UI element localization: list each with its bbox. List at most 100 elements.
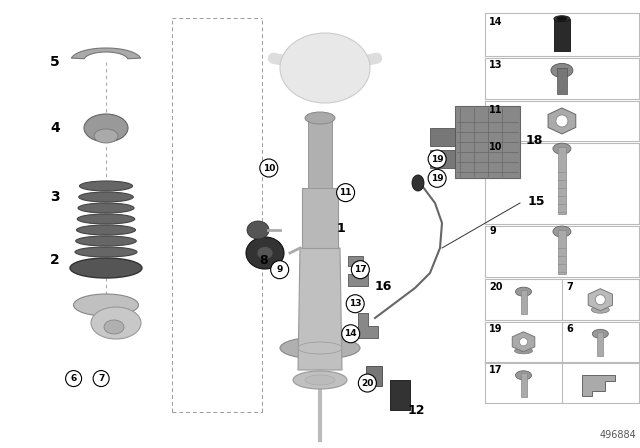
Bar [558, 229, 566, 274]
Ellipse shape [280, 33, 370, 103]
Circle shape [428, 169, 446, 187]
Bar [430, 128, 455, 146]
Circle shape [66, 370, 82, 387]
Bar [455, 106, 520, 178]
Ellipse shape [412, 175, 424, 191]
Text: 13: 13 [489, 60, 502, 70]
Ellipse shape [104, 320, 124, 334]
Text: 2: 2 [50, 253, 60, 267]
Text: 14: 14 [344, 329, 357, 338]
Ellipse shape [298, 342, 342, 354]
Bar [558, 146, 566, 214]
Ellipse shape [305, 112, 335, 124]
Polygon shape [588, 289, 612, 311]
Ellipse shape [94, 129, 118, 143]
Text: 11: 11 [339, 188, 352, 197]
Polygon shape [72, 48, 141, 59]
Bar [597, 332, 604, 356]
Ellipse shape [591, 306, 609, 313]
Text: 19: 19 [431, 174, 444, 183]
Ellipse shape [79, 192, 133, 202]
Text: 7: 7 [98, 374, 104, 383]
Text: 16: 16 [375, 280, 392, 293]
Ellipse shape [557, 17, 567, 21]
Ellipse shape [516, 371, 531, 380]
Ellipse shape [257, 246, 273, 259]
Ellipse shape [293, 371, 347, 389]
Ellipse shape [75, 247, 137, 257]
Polygon shape [512, 332, 535, 352]
Ellipse shape [77, 225, 136, 235]
Circle shape [595, 295, 605, 305]
Text: 17: 17 [489, 365, 502, 375]
Circle shape [520, 338, 527, 346]
Text: 13: 13 [349, 299, 362, 308]
Ellipse shape [78, 203, 134, 213]
Text: 3: 3 [50, 190, 60, 204]
Text: 8: 8 [259, 254, 268, 267]
Circle shape [351, 261, 369, 279]
Circle shape [358, 374, 376, 392]
Ellipse shape [84, 114, 128, 142]
Text: 4: 4 [50, 121, 60, 135]
Ellipse shape [516, 287, 531, 296]
Ellipse shape [246, 237, 284, 269]
Text: 20: 20 [489, 282, 502, 292]
Bar [390, 380, 410, 410]
Ellipse shape [74, 294, 138, 316]
Circle shape [93, 370, 109, 387]
Text: 6: 6 [70, 374, 77, 383]
Circle shape [342, 325, 360, 343]
Ellipse shape [280, 337, 360, 359]
Bar [520, 290, 527, 314]
Circle shape [337, 184, 355, 202]
Ellipse shape [553, 143, 571, 154]
Text: 11: 11 [489, 105, 502, 115]
Text: 19: 19 [431, 155, 444, 164]
Text: 18: 18 [526, 134, 543, 146]
Bar [302, 188, 338, 248]
Ellipse shape [554, 16, 570, 22]
Text: 12: 12 [408, 404, 426, 417]
Circle shape [346, 295, 364, 313]
Text: 10: 10 [262, 164, 275, 172]
Ellipse shape [77, 214, 135, 224]
Text: 9: 9 [489, 225, 496, 236]
Circle shape [271, 261, 289, 279]
Bar [557, 69, 567, 95]
Ellipse shape [91, 307, 141, 339]
Text: 17: 17 [354, 265, 367, 274]
Ellipse shape [553, 226, 571, 237]
Text: 496884: 496884 [599, 430, 636, 440]
Bar [348, 274, 368, 286]
Ellipse shape [76, 236, 136, 246]
Text: 20: 20 [361, 379, 374, 388]
Bar [430, 150, 455, 168]
Text: 14: 14 [489, 17, 502, 27]
Bar [308, 118, 332, 188]
Circle shape [260, 159, 278, 177]
Bar [348, 256, 363, 266]
Ellipse shape [247, 221, 269, 239]
Text: 5: 5 [50, 55, 60, 69]
Polygon shape [548, 108, 576, 134]
Ellipse shape [515, 348, 532, 354]
Text: 9: 9 [276, 265, 283, 274]
Text: 10: 10 [489, 142, 502, 152]
Text: 1: 1 [336, 221, 345, 234]
Circle shape [556, 115, 568, 127]
Polygon shape [298, 248, 342, 370]
Bar [520, 373, 527, 397]
Polygon shape [582, 375, 615, 396]
Polygon shape [358, 313, 378, 338]
Text: 19: 19 [489, 324, 502, 334]
Ellipse shape [79, 181, 132, 191]
Ellipse shape [305, 375, 335, 385]
Circle shape [428, 150, 446, 168]
Text: 15: 15 [528, 194, 545, 207]
Ellipse shape [551, 64, 573, 78]
Bar [366, 366, 382, 386]
Text: 7: 7 [566, 282, 573, 292]
Ellipse shape [593, 329, 609, 338]
Bar [554, 19, 570, 51]
